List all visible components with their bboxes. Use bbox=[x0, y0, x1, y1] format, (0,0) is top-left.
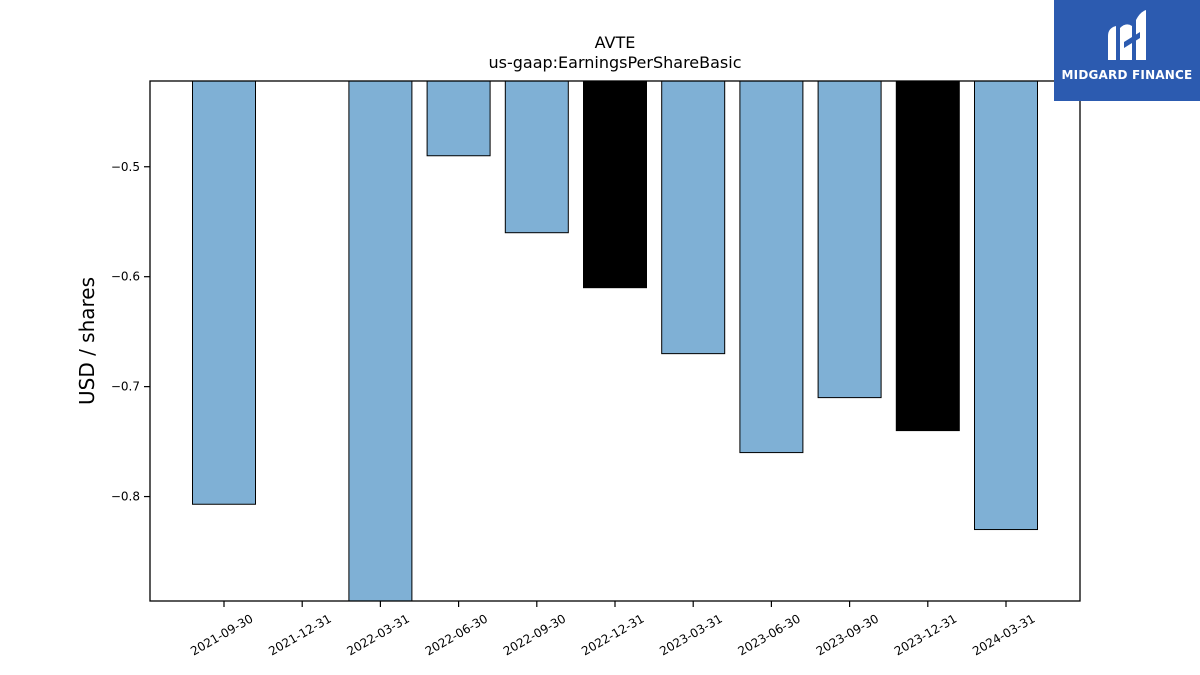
x-tick-label: 2023-09-30 bbox=[814, 611, 881, 658]
x-tick-label: 2021-09-30 bbox=[188, 611, 255, 658]
x-axis-ticks: 2021-09-30 2021-12-31 2022-03-31 2022-06-30… bbox=[188, 601, 1038, 658]
bar-2022-06-30 bbox=[426, 80, 491, 157]
chart-subtitle: us-gaap:EarningsPerShareBasic bbox=[488, 53, 741, 72]
y-tick-label: −0.7 bbox=[111, 380, 140, 394]
brand-name: MIDGARD FINANCE bbox=[1061, 68, 1193, 82]
x-tick-label: 2023-03-31 bbox=[657, 611, 724, 658]
bars-group bbox=[192, 80, 1038, 602]
bar-2023-09-30 bbox=[817, 80, 882, 399]
x-tick-label: 2022-03-31 bbox=[344, 611, 411, 658]
x-tick-label: 2022-12-31 bbox=[579, 611, 646, 658]
bar-2022-12-31 bbox=[583, 80, 647, 289]
y-tick-label: −0.6 bbox=[111, 270, 140, 284]
x-tick-label: 2023-06-30 bbox=[735, 611, 802, 658]
bar-2022-09-30 bbox=[504, 80, 569, 234]
y-tick-label: −0.8 bbox=[111, 490, 140, 504]
bar-2023-06-30 bbox=[739, 80, 804, 454]
bar-2021-09-30 bbox=[192, 80, 256, 505]
brand-mark-icon bbox=[1108, 10, 1146, 60]
x-tick-label: 2021-12-31 bbox=[266, 611, 333, 658]
y-tick-label: −0.5 bbox=[111, 160, 140, 174]
x-tick-label: 2024-03-31 bbox=[970, 611, 1037, 658]
x-tick-label: 2022-06-30 bbox=[423, 611, 490, 658]
brand-logo: MIDGARD FINANCE bbox=[1054, 0, 1200, 101]
chart-title: AVTE bbox=[595, 33, 636, 52]
bar-2023-12-31 bbox=[895, 80, 960, 432]
bar-2024-03-31 bbox=[974, 80, 1038, 531]
bar-2022-03-31 bbox=[348, 80, 413, 602]
x-tick-label: 2023-12-31 bbox=[892, 611, 959, 658]
y-axis-ticks: −0.5 −0.6 −0.7 −0.8 bbox=[111, 160, 150, 504]
y-axis-label: USD / shares bbox=[75, 277, 99, 405]
plot-frame bbox=[149, 80, 1081, 602]
bar-2023-03-31 bbox=[661, 80, 726, 355]
x-tick-label: 2022-09-30 bbox=[501, 611, 568, 658]
